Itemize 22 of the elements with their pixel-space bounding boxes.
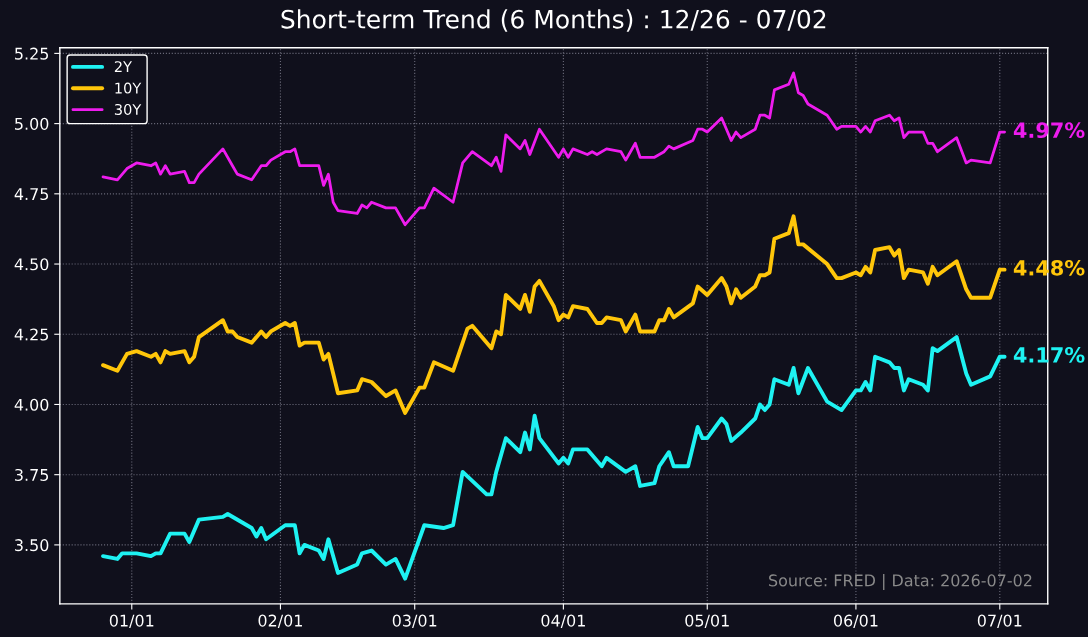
x-tick-label: 06/01 — [833, 614, 878, 628]
chart-title: Short-term Trend (6 Months) : 12/26 - 07/02 — [281, 9, 826, 32]
line-series — [101, 214, 1007, 415]
y-tick-label: 3.75 — [15, 468, 49, 481]
y-tick-label: 4.50 — [14, 258, 49, 271]
legend-label: 30Y — [114, 103, 142, 115]
x-tick-label: 04/01 — [541, 614, 585, 628]
x-tick-label: 02/01 — [258, 614, 302, 628]
y-tick-label: 4.00 — [14, 398, 49, 411]
y-tick-label: 4.25 — [14, 328, 49, 341]
x-tick-label: 05/01 — [685, 614, 729, 628]
legend-label: 10Y — [115, 82, 142, 94]
line-series — [101, 71, 1006, 227]
x-tick-label: 07/01 — [977, 614, 1022, 628]
y-tick-label: 5.00 — [15, 117, 49, 130]
y-tick-label: 4.75 — [14, 188, 49, 201]
x-tick-label: 01/01 — [109, 614, 154, 628]
annotation: Source: FRED | Data: 2026-07-02 — [769, 574, 1032, 590]
x-tick-label: 03/01 — [392, 614, 437, 628]
legend-label: 2Y — [114, 61, 133, 72]
y-tick-label: 3.50 — [15, 539, 49, 552]
y-tick-label: 5.25 — [15, 47, 49, 60]
